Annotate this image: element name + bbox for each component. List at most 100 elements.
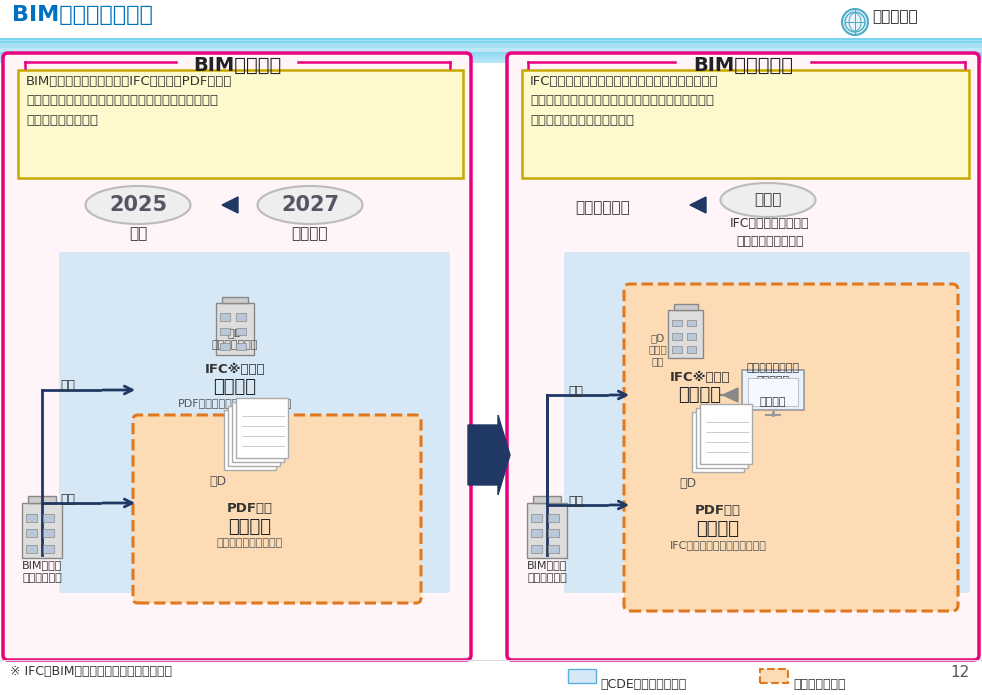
Bar (43, 545, 54, 553)
Bar (0, 40, 982, 48)
Bar (548, 545, 559, 553)
Circle shape (842, 9, 868, 35)
Bar (669, 310, 703, 358)
Bar (0, 59, 982, 60)
Bar (696, 408, 748, 468)
FancyBboxPatch shape (624, 284, 958, 611)
FancyBboxPatch shape (507, 53, 979, 660)
Bar (672, 333, 682, 340)
Text: IFC※データ: IFC※データ (670, 371, 731, 384)
Bar (26, 514, 37, 522)
Text: IFCデータを審査に活用し、審査に必要な情報が自
動表示されることにより、更なる審査の効率化（審
査期間の更なる短縮）に寄与: IFCデータを審査に活用し、審査に必要な情報が自 動表示されることにより、更なる… (530, 75, 719, 127)
Text: 提出: 提出 (61, 379, 76, 392)
Text: ３D
（＋属性情報）: ３D （＋属性情報） (212, 328, 258, 350)
Text: 審査対象: 審査対象 (696, 520, 739, 538)
Text: 提出: 提出 (61, 493, 76, 506)
Bar (220, 328, 231, 335)
Text: 将来像: 将来像 (754, 193, 782, 208)
Text: 12: 12 (951, 665, 970, 680)
Bar (672, 347, 682, 353)
Text: IFCデータによる審査対象以外: IFCデータによる審査対象以外 (670, 540, 766, 550)
Bar (0, 52, 982, 53)
Bar (0, 62, 982, 63)
Text: 開始: 開始 (129, 226, 147, 241)
Ellipse shape (257, 186, 362, 224)
Ellipse shape (721, 183, 815, 217)
Ellipse shape (85, 186, 191, 224)
Bar (236, 343, 246, 350)
Bar (742, 370, 804, 410)
Text: 提出: 提出 (569, 385, 583, 398)
Bar (0, 54, 982, 55)
Bar (220, 343, 231, 350)
Text: 従来と同様の申請図書: 従来と同様の申請図書 (217, 538, 283, 548)
Text: BIMデータ
（生データ）: BIMデータ （生データ） (526, 560, 568, 583)
Bar (0, 53, 982, 54)
Text: BIMデータ
（生データ）: BIMデータ （生データ） (22, 560, 62, 583)
Bar (236, 328, 246, 335)
Text: IFCデータを活用した
審査対象を順次拡大: IFCデータを活用した 審査対象を順次拡大 (731, 217, 810, 248)
Polygon shape (723, 388, 738, 402)
Bar (236, 313, 246, 320)
Bar (548, 530, 559, 537)
Text: 審査対象: 審査対象 (229, 518, 271, 536)
Bar (224, 410, 276, 470)
Text: 審査対象: 審査対象 (679, 386, 722, 404)
FancyBboxPatch shape (564, 252, 970, 593)
Text: ３D
＋属性
情報: ３D ＋属性 情報 (649, 333, 668, 366)
Text: ２D: ２D (209, 475, 227, 488)
Bar (0, 61, 982, 62)
Bar (531, 545, 542, 553)
Polygon shape (468, 415, 510, 495)
Bar (748, 378, 798, 406)
Text: BIM図面審査: BIM図面審査 (192, 56, 281, 74)
Text: BIMデータから出力されたIFCデータとPDF図面の
提出により、図面間の整合チェックが不要となり、審
査期間の短縮に寄与: BIMデータから出力されたIFCデータとPDF図面の 提出により、図面間の整合チ… (26, 75, 233, 127)
Bar (700, 404, 752, 464)
Text: 2025: 2025 (109, 195, 167, 215)
Bar (22, 503, 62, 558)
Text: ：CDE上での提出範囲: ：CDE上での提出範囲 (600, 678, 686, 691)
Text: IFC※データ: IFC※データ (204, 363, 265, 376)
Bar (531, 530, 542, 537)
Bar (548, 514, 559, 522)
FancyBboxPatch shape (522, 70, 969, 178)
Bar (533, 496, 561, 503)
Bar (236, 398, 288, 458)
Text: 審査に必要な情報
が自動表示: 審査に必要な情報 が自動表示 (746, 363, 799, 386)
Text: BIMデータ審査: BIMデータ審査 (693, 56, 793, 74)
Bar (0, 28, 982, 40)
Bar (232, 402, 284, 462)
Bar (568, 669, 596, 683)
Bar (0, 55, 982, 56)
Polygon shape (690, 197, 706, 213)
Bar (686, 333, 696, 340)
Text: 提出: 提出 (569, 495, 583, 508)
Text: ※ IFC：BIMの共通ファイルフォーマット: ※ IFC：BIMの共通ファイルフォーマット (10, 665, 172, 678)
Bar (692, 412, 744, 472)
Text: ビューア: ビューア (760, 397, 787, 407)
Bar (43, 514, 54, 522)
FancyBboxPatch shape (3, 53, 471, 660)
Bar (686, 320, 696, 327)
Bar (674, 304, 698, 310)
Polygon shape (222, 197, 238, 213)
Text: 参考扱い: 参考扱い (213, 378, 256, 396)
Text: 全国展開: 全国展開 (292, 226, 328, 241)
Text: 2027: 2027 (281, 195, 339, 215)
Bar (686, 347, 696, 353)
Bar (672, 320, 682, 327)
Bar (26, 530, 37, 537)
Bar (0, 56, 982, 57)
Bar (0, 50, 982, 51)
FancyBboxPatch shape (18, 70, 463, 178)
Text: PDF図面: PDF図面 (227, 502, 273, 515)
Bar (760, 669, 788, 683)
Bar (0, 60, 982, 61)
FancyBboxPatch shape (133, 415, 421, 603)
Bar (0, 49, 982, 50)
Bar (0, 34, 982, 52)
Bar (0, 0, 982, 38)
Text: 国土交通省: 国土交通省 (872, 10, 917, 24)
Text: 並行して検討: 並行して検討 (575, 200, 629, 215)
Bar (527, 503, 567, 558)
